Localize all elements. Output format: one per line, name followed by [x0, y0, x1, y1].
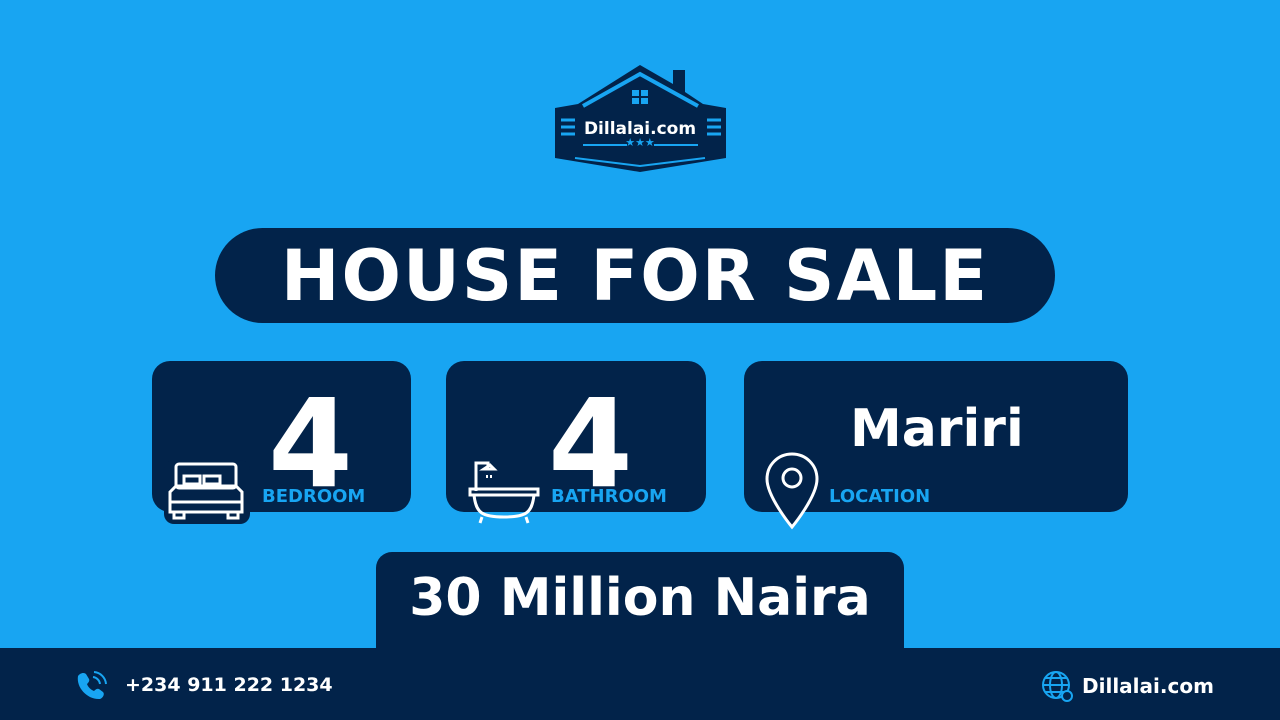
dillalai-logo: ★★★ Dillalai.com	[555, 65, 726, 172]
location-label: LOCATION	[829, 486, 931, 507]
bedroom-label: BEDROOM	[262, 486, 366, 507]
website[interactable]: Dillalai.com	[1082, 674, 1214, 698]
headline: HOUSE FOR SALE	[280, 234, 990, 317]
price-box: 30 Million Naira	[376, 552, 904, 652]
phone-number[interactable]: +234 911 222 1234	[125, 674, 333, 696]
bedroom-count: 4	[268, 373, 353, 515]
phone-icon	[77, 671, 107, 700]
bathtub-icon	[468, 461, 540, 524]
bathroom-label: BATHROOM	[551, 486, 667, 507]
svg-text:Dillalai.com: Dillalai.com	[584, 119, 696, 139]
bed-icon	[164, 460, 250, 524]
svg-text:★★★: ★★★	[625, 136, 655, 149]
price: 30 Million Naira	[409, 568, 871, 628]
location-pin-icon	[765, 452, 819, 530]
bathroom-count: 4	[548, 373, 633, 515]
headline-banner: HOUSE FOR SALE	[215, 228, 1055, 323]
globe-icon	[1042, 671, 1073, 702]
location-value: Mariri	[850, 399, 1024, 459]
bathroom-card: 4 BATHROOM	[446, 361, 706, 512]
footer: +234 911 222 1234 Dillalai.com	[0, 648, 1280, 720]
